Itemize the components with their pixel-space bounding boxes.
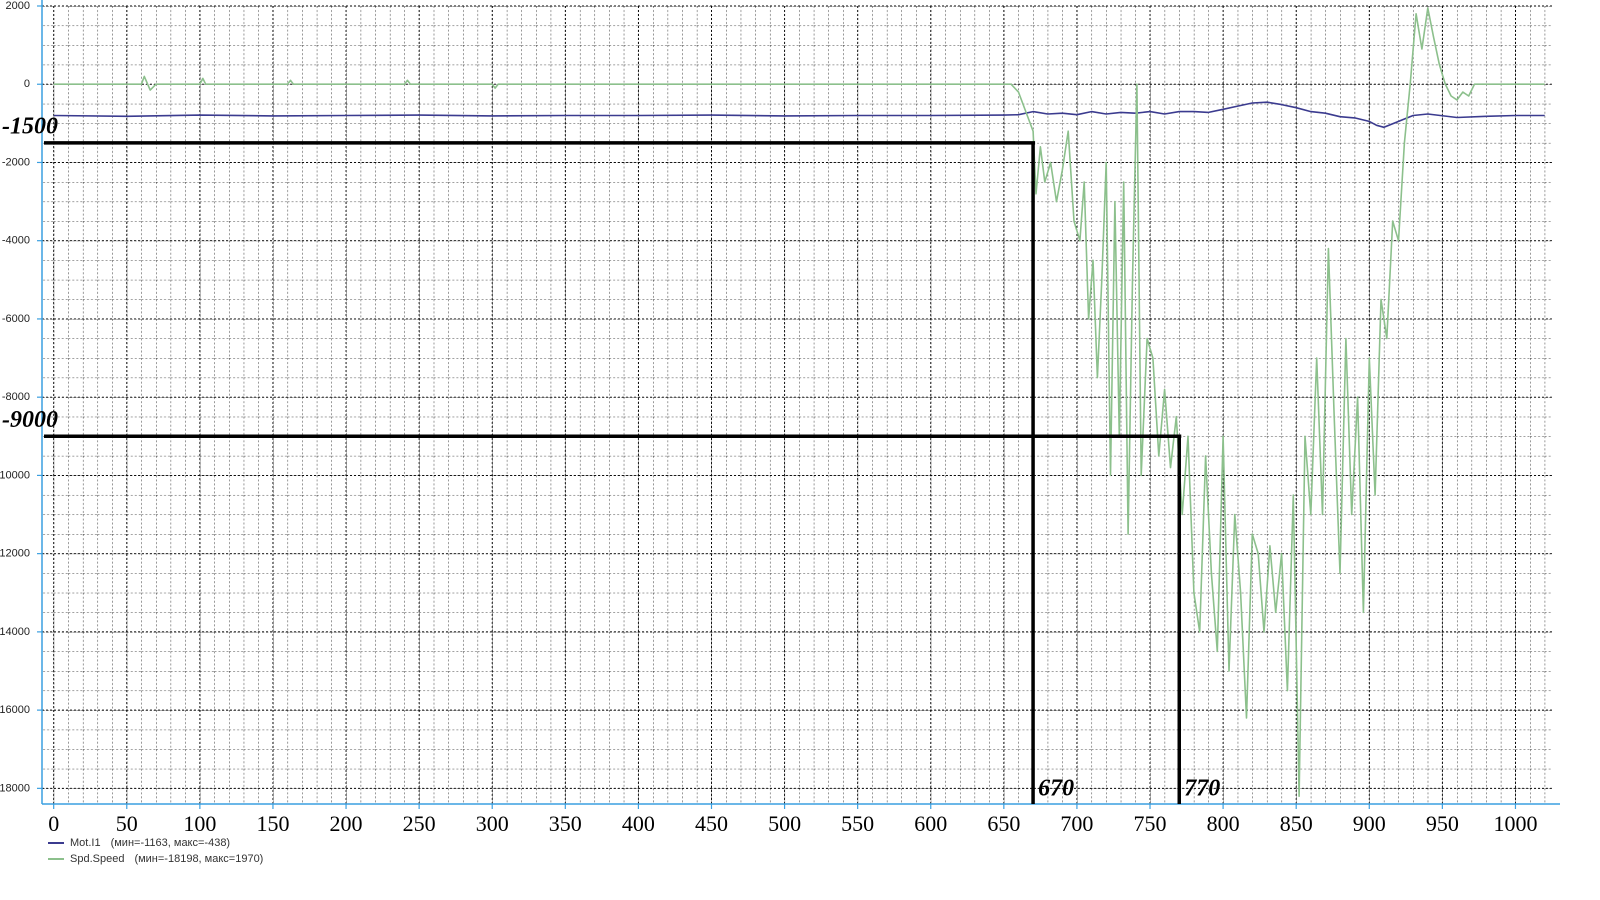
y-tick-label: 12000 xyxy=(0,548,30,560)
legend-label: Mot.I1 (мин=-1163, макс=-438) xyxy=(70,837,230,849)
x-tick-label: 900 xyxy=(1353,811,1386,836)
x-tick-label: 250 xyxy=(403,811,436,836)
annotation-x-label: 770 xyxy=(1184,776,1220,802)
x-tick-label: 850 xyxy=(1280,811,1313,836)
minor-grid xyxy=(42,6,1552,804)
x-tick-label: 750 xyxy=(1134,811,1167,836)
series-line xyxy=(53,101,1545,129)
y-tick-label: -2000 xyxy=(2,156,30,168)
legend-range: (мин=-1163, макс=-438) xyxy=(111,837,231,849)
x-tick-label: 650 xyxy=(987,811,1020,836)
y-tick-label: 2000 xyxy=(6,0,30,12)
x-tick-label: 400 xyxy=(622,811,655,836)
y-tick-label: -8000 xyxy=(2,391,30,403)
x-tick-label: 500 xyxy=(768,811,801,836)
x-tick-label: 350 xyxy=(549,811,582,836)
x-tick-label: 950 xyxy=(1426,811,1459,836)
y-tick-label: 10000 xyxy=(0,469,30,481)
x-tick-label: 100 xyxy=(183,811,216,836)
x-tick-label: 450 xyxy=(695,811,728,836)
x-tick-label: 600 xyxy=(914,811,947,836)
y-tick-label: -6000 xyxy=(2,313,30,325)
x-tick-label: 1000 xyxy=(1493,811,1537,836)
annotation-y-label: -9000 xyxy=(2,407,58,433)
legend-name: Mot.I1 xyxy=(70,837,101,849)
x-tick-label: 800 xyxy=(1207,811,1240,836)
annotation-y-label: -1500 xyxy=(2,113,58,139)
legend-range: (мин=-18198, макс=1970) xyxy=(134,853,263,865)
series-line xyxy=(53,7,1545,798)
y-tick-label: 18000 xyxy=(0,782,30,794)
y-tick-label: -4000 xyxy=(2,235,30,247)
x-tick-label: 0 xyxy=(48,811,59,836)
y-tick-label: 0 xyxy=(24,78,30,90)
x-tick-label: 550 xyxy=(841,811,874,836)
annotation-x-label: 670 xyxy=(1038,776,1074,802)
x-tick-label: 200 xyxy=(330,811,363,836)
x-tick-label: 700 xyxy=(1060,811,1093,836)
y-tick-label: 16000 xyxy=(0,704,30,716)
x-tick-label: 150 xyxy=(256,811,289,836)
x-tick-label: 300 xyxy=(476,811,509,836)
y-tick-label: 14000 xyxy=(0,626,30,638)
legend-label: Spd.Speed (мин=-18198, макс=1970) xyxy=(70,853,263,865)
x-tick-label: 50 xyxy=(116,811,138,836)
legend-name: Spd.Speed xyxy=(70,853,124,865)
